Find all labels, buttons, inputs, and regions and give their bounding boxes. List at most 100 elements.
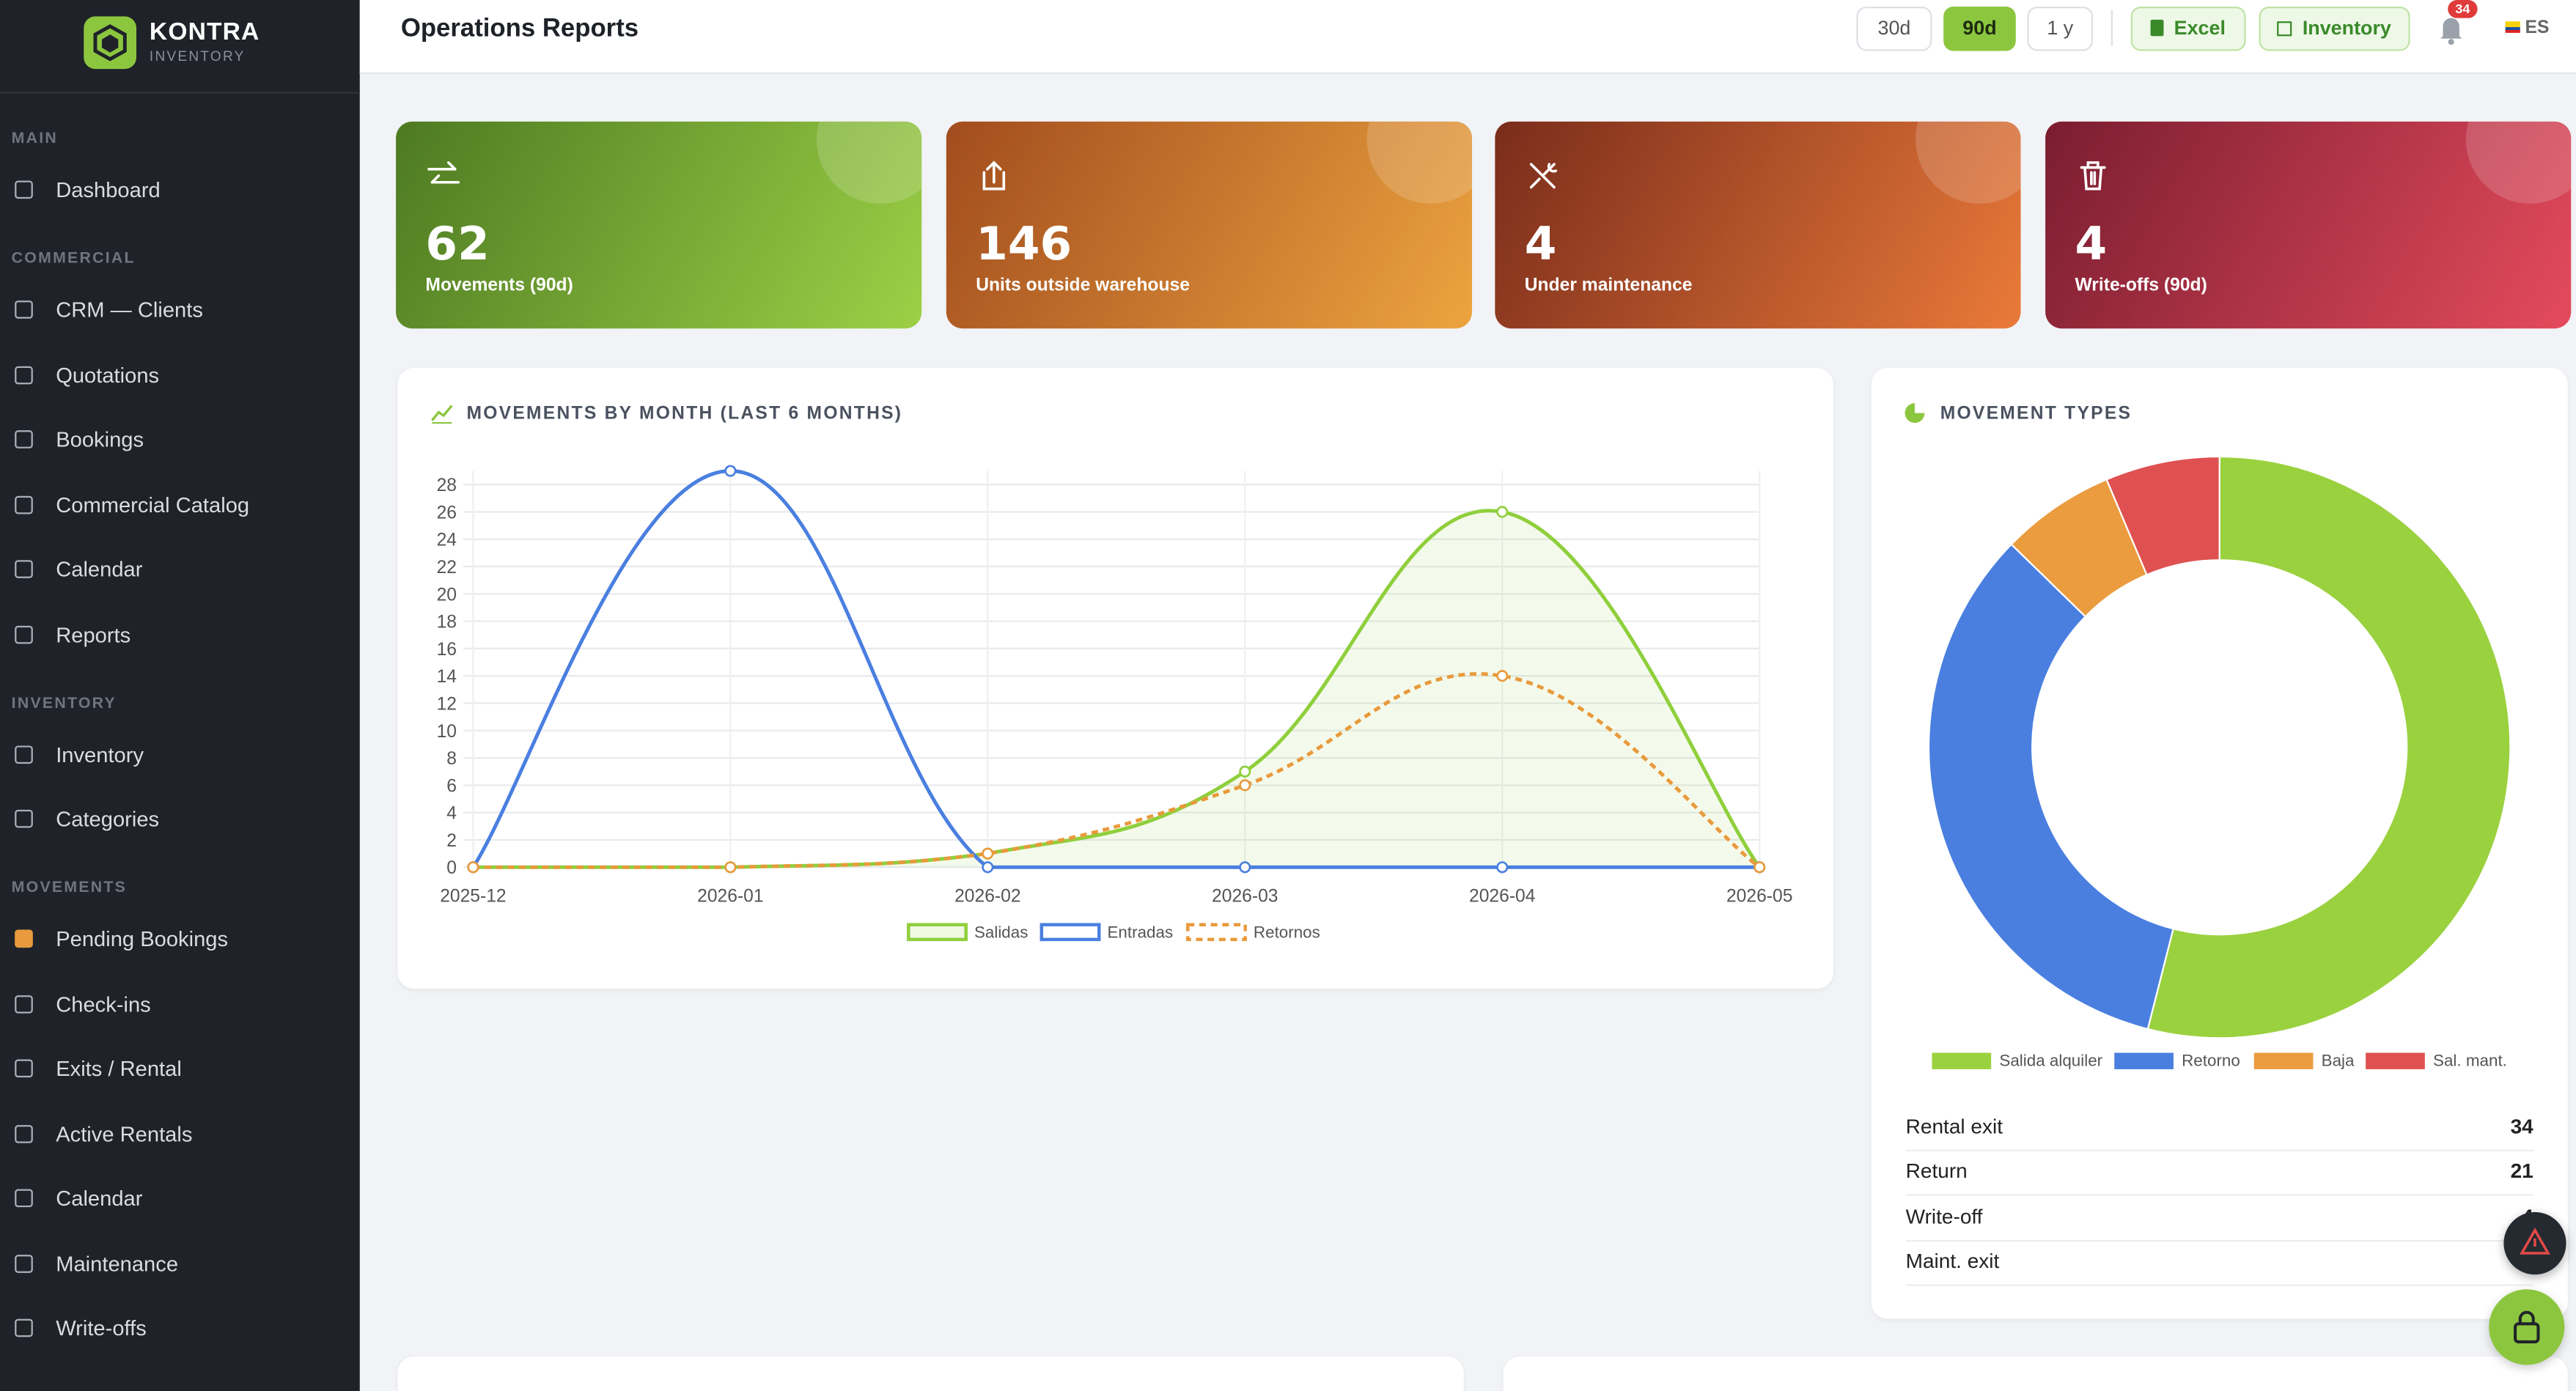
nav-icon [15, 495, 33, 514]
row-value: 21 [2510, 1159, 2533, 1184]
legend-label: Retorno [2182, 1051, 2240, 1069]
icon-shape [1529, 163, 1558, 189]
y-tick-label: 12 [437, 694, 457, 714]
nav-icon [15, 745, 33, 763]
table-row: Return 21 [1905, 1150, 2533, 1197]
x-tick-label: 2026-03 [1212, 886, 1278, 906]
nav-item[interactable]: Exits / Rental [0, 1044, 360, 1093]
row-label: Maint. exit [1905, 1250, 2000, 1273]
alert-icon [2519, 1227, 2550, 1255]
row-label: Return [1905, 1159, 1968, 1184]
range-button[interactable]: 90d [1943, 6, 2016, 51]
nav-item[interactable]: Check-ins [0, 980, 360, 1029]
nav-item[interactable]: Calendar [0, 1174, 360, 1223]
kpi-value: 62 [425, 216, 490, 271]
nav-item[interactable]: Active Rentals [0, 1110, 360, 1159]
kpi-label: Write-offs (90d) [2075, 276, 2207, 296]
notification-badge: 34 [2448, 0, 2478, 18]
point [1239, 779, 1251, 792]
nav-item[interactable]: Commercial Catalog [0, 481, 360, 530]
y-tick-label: 26 [437, 503, 457, 523]
nav-label: Maintenance [56, 1250, 179, 1276]
flag [2505, 21, 2520, 33]
inventory-button[interactable]: Inventory [2259, 6, 2410, 51]
nav-label: Exits / Rental [56, 1056, 182, 1081]
point [982, 861, 994, 874]
kpi-value: 146 [976, 216, 1072, 271]
x-tick-label: 2026-04 [1469, 886, 1535, 906]
card [397, 1357, 1464, 1391]
doughnut-card: MOVEMENT TYPES Salida alquiler Retorno Baj… [1871, 367, 2568, 1319]
kpi-label: Movements (90d) [425, 276, 573, 296]
header: Operations Reports 30d 90d 1 y Excel Inven… [359, 0, 2576, 74]
bell-icon[interactable] [2437, 13, 2466, 46]
legend-swatch [1186, 923, 1247, 942]
icon-shape [427, 161, 460, 184]
section-title: MAIN [11, 130, 59, 148]
nav-item[interactable]: Bookings [0, 416, 360, 465]
inventory-label: Inventory [2302, 16, 2391, 40]
nav-icon [15, 300, 33, 319]
legend-label: Entradas [1107, 923, 1173, 942]
pie-icon [1905, 403, 1925, 424]
range-button[interactable]: 30d [1856, 6, 1932, 51]
point [724, 861, 737, 874]
legend-label: Salida alquiler [1999, 1051, 2102, 1069]
nav-item[interactable]: Write-offs [0, 1304, 360, 1353]
kpi-icon [1529, 163, 1558, 189]
point [724, 465, 737, 477]
lock-button[interactable] [2489, 1289, 2565, 1365]
nav-label: Commercial Catalog [56, 492, 250, 517]
nav-item[interactable]: Maintenance [0, 1239, 360, 1288]
legend-label: Baja [2322, 1051, 2355, 1069]
kpi-label: Under maintenance [1524, 276, 1693, 296]
card-title: MOVEMENT TYPES [1940, 404, 2132, 424]
nav-item[interactable]: Pending Bookings [0, 915, 360, 964]
line [473, 672, 1761, 869]
doughnut-slice [2105, 455, 2220, 576]
nav-icon [15, 1254, 33, 1272]
nav-label: Check-ins [56, 991, 151, 1017]
legend-label: Sal. mant. [2433, 1051, 2507, 1069]
nav-label: Categories [56, 806, 160, 831]
card [1503, 1357, 2568, 1391]
alert-button[interactable] [2503, 1211, 2566, 1275]
area [473, 510, 1760, 868]
brand: KONTRA [149, 18, 260, 46]
nav-icon [15, 994, 33, 1013]
nav-item[interactable]: Calendar [0, 545, 360, 594]
legend-label: Salidas [974, 923, 1028, 942]
kpi-icon [982, 160, 1006, 191]
doughnut-slice [2146, 455, 2511, 1039]
brand-sub: INVENTORY [149, 47, 246, 64]
y-tick-label: 10 [437, 722, 457, 742]
legend-label: Retornos [1254, 923, 1320, 942]
table-row: Write-off4 [1905, 1195, 2533, 1241]
y-tick-label: 28 [437, 476, 457, 495]
nav-item[interactable]: Categories [0, 795, 360, 844]
nav-item[interactable]: CRM — Clients [0, 286, 360, 335]
nav-item[interactable]: Quotations [0, 350, 360, 399]
nav-icon [15, 624, 33, 643]
nav-item[interactable]: Inventory [0, 730, 360, 779]
y-tick-label: 6 [446, 776, 457, 796]
nav-item[interactable]: Dashboard [0, 166, 360, 215]
nav-item[interactable]: Reports [0, 610, 360, 660]
y-tick-label: 16 [437, 640, 457, 660]
y-tick-label: 4 [446, 804, 457, 824]
y-tick-label: 24 [437, 531, 457, 550]
icon-shape [2080, 161, 2106, 191]
range-button[interactable]: 1 y [2027, 6, 2094, 51]
section-title: MOVEMENTS [11, 878, 128, 897]
legend-swatch [907, 923, 968, 942]
excel-button[interactable]: Excel [2130, 6, 2246, 51]
y-tick-label: 18 [437, 613, 457, 632]
language[interactable]: ES [2525, 18, 2550, 38]
y-tick-label: 14 [437, 667, 457, 687]
logo [84, 16, 137, 70]
y-tick-label: 8 [446, 749, 457, 769]
nav-icon [15, 929, 33, 948]
kpi-decor [816, 121, 922, 204]
